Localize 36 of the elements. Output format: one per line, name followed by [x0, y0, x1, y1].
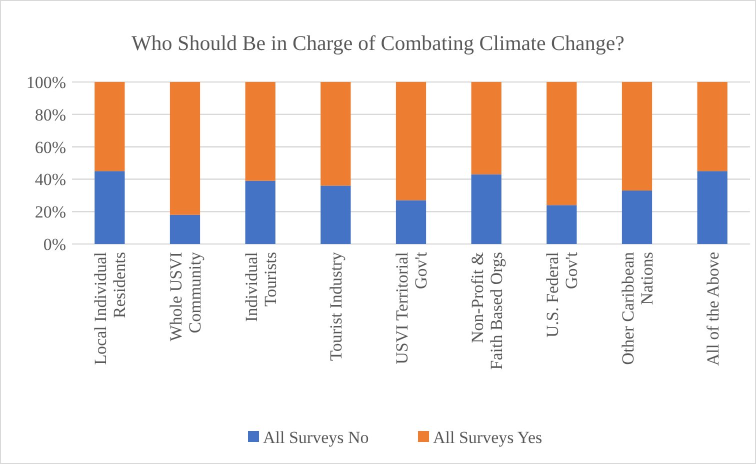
- bar: [245, 82, 276, 181]
- bar: [396, 200, 426, 244]
- bar: [471, 174, 502, 244]
- legend-label: All Surveys No: [263, 428, 369, 447]
- bar: [697, 171, 728, 244]
- x-tick-label: Non-Profit & Faith Based Orgs: [468, 252, 506, 370]
- bar: [320, 186, 351, 244]
- x-tick-label: Individual Tourists: [242, 252, 280, 322]
- bar: [170, 82, 200, 215]
- bar: [396, 82, 426, 200]
- bar: [622, 82, 652, 191]
- x-tick-label: USVI Territorial Gov't: [392, 252, 430, 364]
- bar: [94, 171, 125, 244]
- legend-label: All Surveys Yes: [433, 428, 542, 447]
- x-tick-label: Other Caribbean Nations: [618, 252, 656, 365]
- bar: [94, 82, 125, 172]
- y-tick-label: 20%: [34, 202, 66, 222]
- bar: [471, 82, 502, 174]
- x-tick-label: Whole USVI Community: [166, 252, 204, 342]
- y-tick-label: 40%: [34, 170, 66, 190]
- x-tick-label: All of the Above: [703, 252, 722, 366]
- x-tick-label: U.S. Federal Gov't: [543, 252, 582, 338]
- bar: [320, 82, 351, 186]
- bar: [170, 214, 200, 244]
- x-tick-label: Local Individual Residents: [91, 252, 130, 365]
- chart-title: Who Should Be in Charge of Combating Climate Change?: [131, 31, 625, 55]
- bar: [546, 82, 577, 206]
- bar: [245, 180, 276, 244]
- bar: [546, 205, 577, 244]
- bar: [697, 82, 728, 172]
- x-tick-label: Tourist Industry: [326, 252, 346, 361]
- y-tick-label: 100%: [26, 72, 66, 92]
- y-tick-label: 60%: [34, 138, 66, 157]
- y-tick-label: 80%: [34, 105, 66, 124]
- bar: [622, 190, 652, 244]
- y-tick-label: 0%: [43, 234, 66, 254]
